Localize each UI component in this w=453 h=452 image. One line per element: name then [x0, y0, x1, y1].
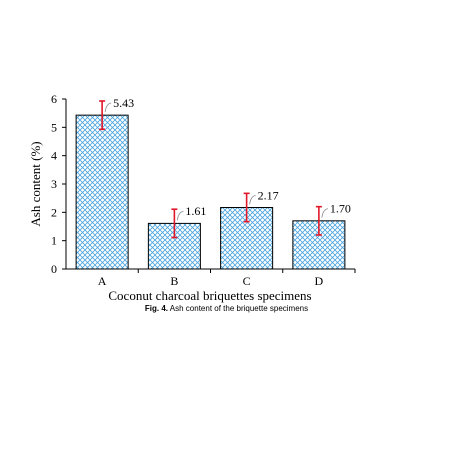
value-leader-B [176, 210, 184, 221]
y-tick-label: 1 [51, 234, 57, 248]
value-label-A: 5.43 [113, 96, 134, 110]
y-tick-label: 2 [51, 205, 57, 219]
value-label-C: 2.17 [258, 188, 279, 202]
caption-prefix: Fig. 4. [144, 304, 169, 313]
bar-A [75, 114, 129, 270]
value-label-D: 1.70 [330, 202, 351, 216]
x-axis-title: Coconut charcoal briquettes specimens [108, 288, 311, 303]
y-tick-label: 6 [51, 92, 57, 106]
x-category-label: B [170, 274, 178, 288]
y-tick-label: 0 [51, 262, 57, 276]
value-leader-A [104, 102, 112, 113]
caption-text: Ash content of the briquette specimens [168, 304, 309, 313]
x-category-label: A [98, 274, 107, 288]
y-tick-label: 3 [51, 177, 57, 191]
value-leader-D [321, 208, 328, 218]
x-category-label: C [243, 274, 251, 288]
figure-caption: Fig. 4. Ash content of the briquette spe… [0, 304, 453, 313]
y-tick-label: 4 [51, 149, 57, 163]
y-axis-title: Ash content (%) [28, 141, 43, 226]
x-category-label: D [315, 274, 324, 288]
y-tick-label: 5 [51, 120, 57, 134]
value-leader-C [249, 194, 256, 205]
value-label-B: 1.61 [185, 204, 206, 218]
